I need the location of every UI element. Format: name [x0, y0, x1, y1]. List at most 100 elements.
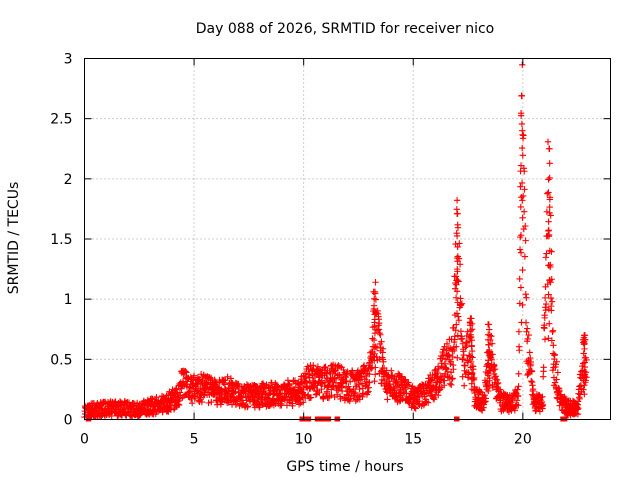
data-point [430, 396, 438, 403]
data-point [579, 360, 587, 367]
data-point [517, 284, 525, 291]
data-point [548, 337, 556, 344]
data-point [175, 401, 183, 409]
data-point [546, 247, 553, 255]
data-point [371, 323, 378, 330]
data-point [371, 288, 379, 296]
data-point [488, 332, 495, 340]
data-point [520, 225, 527, 233]
data-point [326, 369, 333, 376]
data-point [434, 374, 441, 381]
data-point [371, 371, 379, 378]
data-point [459, 355, 467, 363]
data-point [516, 347, 523, 354]
data-point [562, 396, 570, 403]
data-point [529, 386, 537, 393]
data-point [366, 379, 373, 386]
data-point [147, 403, 154, 410]
data-point [371, 295, 378, 303]
data-point [467, 331, 475, 338]
data-point [521, 186, 528, 193]
data-point [581, 391, 588, 398]
data-point [461, 362, 469, 369]
data-point [517, 110, 525, 117]
data-point [455, 313, 462, 320]
data-point [402, 386, 409, 393]
data-point [370, 302, 378, 309]
y-axis-label: SRMTID / TECUs [6, 182, 22, 295]
data-point [551, 351, 558, 358]
data-point [541, 314, 548, 322]
data-point [371, 343, 378, 351]
data-point [485, 362, 493, 369]
data-point [539, 401, 547, 408]
data-point [546, 320, 553, 327]
data-point [518, 144, 526, 152]
data-point [384, 396, 391, 403]
data-point [575, 404, 582, 412]
data-point [486, 377, 493, 384]
data-point [244, 403, 252, 410]
data-point [519, 301, 526, 309]
data-point [551, 379, 559, 386]
data-point [581, 354, 589, 362]
data-point [542, 300, 550, 308]
data-point [397, 394, 405, 401]
data-point [452, 294, 460, 301]
y-tick-label: 2 [64, 172, 73, 188]
data-point [539, 393, 546, 401]
data-point [540, 364, 547, 371]
data-point [153, 393, 160, 401]
data-point [314, 363, 322, 370]
data-point [494, 379, 502, 387]
data-point [377, 331, 384, 338]
x-axis-label: GPS time / hours [286, 459, 403, 475]
data-point [456, 240, 463, 247]
data-point [330, 383, 337, 390]
data-point [506, 392, 513, 399]
data-point [550, 342, 557, 349]
data-point [541, 325, 548, 332]
data-point [450, 366, 457, 373]
data-point [453, 310, 461, 317]
data-point [543, 250, 550, 257]
data-point [546, 276, 554, 284]
data-point [553, 376, 560, 383]
data-point [457, 295, 464, 302]
data-point [322, 363, 329, 371]
data-point [347, 395, 354, 402]
data-point [519, 214, 526, 222]
data-point [515, 370, 522, 377]
data-point [519, 266, 526, 274]
y-tick-label: 1 [64, 292, 73, 308]
data-point [517, 183, 524, 190]
data-point [450, 347, 458, 355]
data-point [316, 389, 323, 396]
data-point [285, 381, 292, 388]
data-point [522, 222, 529, 230]
data-point [337, 395, 344, 403]
data-point [454, 299, 461, 306]
data-point [468, 315, 475, 322]
data-point [517, 203, 524, 211]
data-point [549, 327, 557, 334]
data-point [520, 132, 527, 139]
data-point [468, 347, 476, 355]
data-point [468, 375, 475, 382]
data-point [440, 346, 447, 353]
data-point [580, 386, 587, 393]
data-point [520, 208, 528, 215]
data-point [485, 372, 492, 379]
x-tick-label: 15 [404, 432, 422, 448]
data-point [453, 265, 461, 273]
data-point [468, 369, 476, 377]
data-point [514, 386, 521, 393]
data-point [351, 389, 359, 397]
data-point [448, 381, 455, 389]
data-point [454, 221, 461, 229]
data-point [458, 300, 466, 307]
data-point [108, 412, 115, 420]
data-point [459, 340, 467, 347]
data-point [521, 168, 528, 175]
data-point [519, 152, 526, 159]
